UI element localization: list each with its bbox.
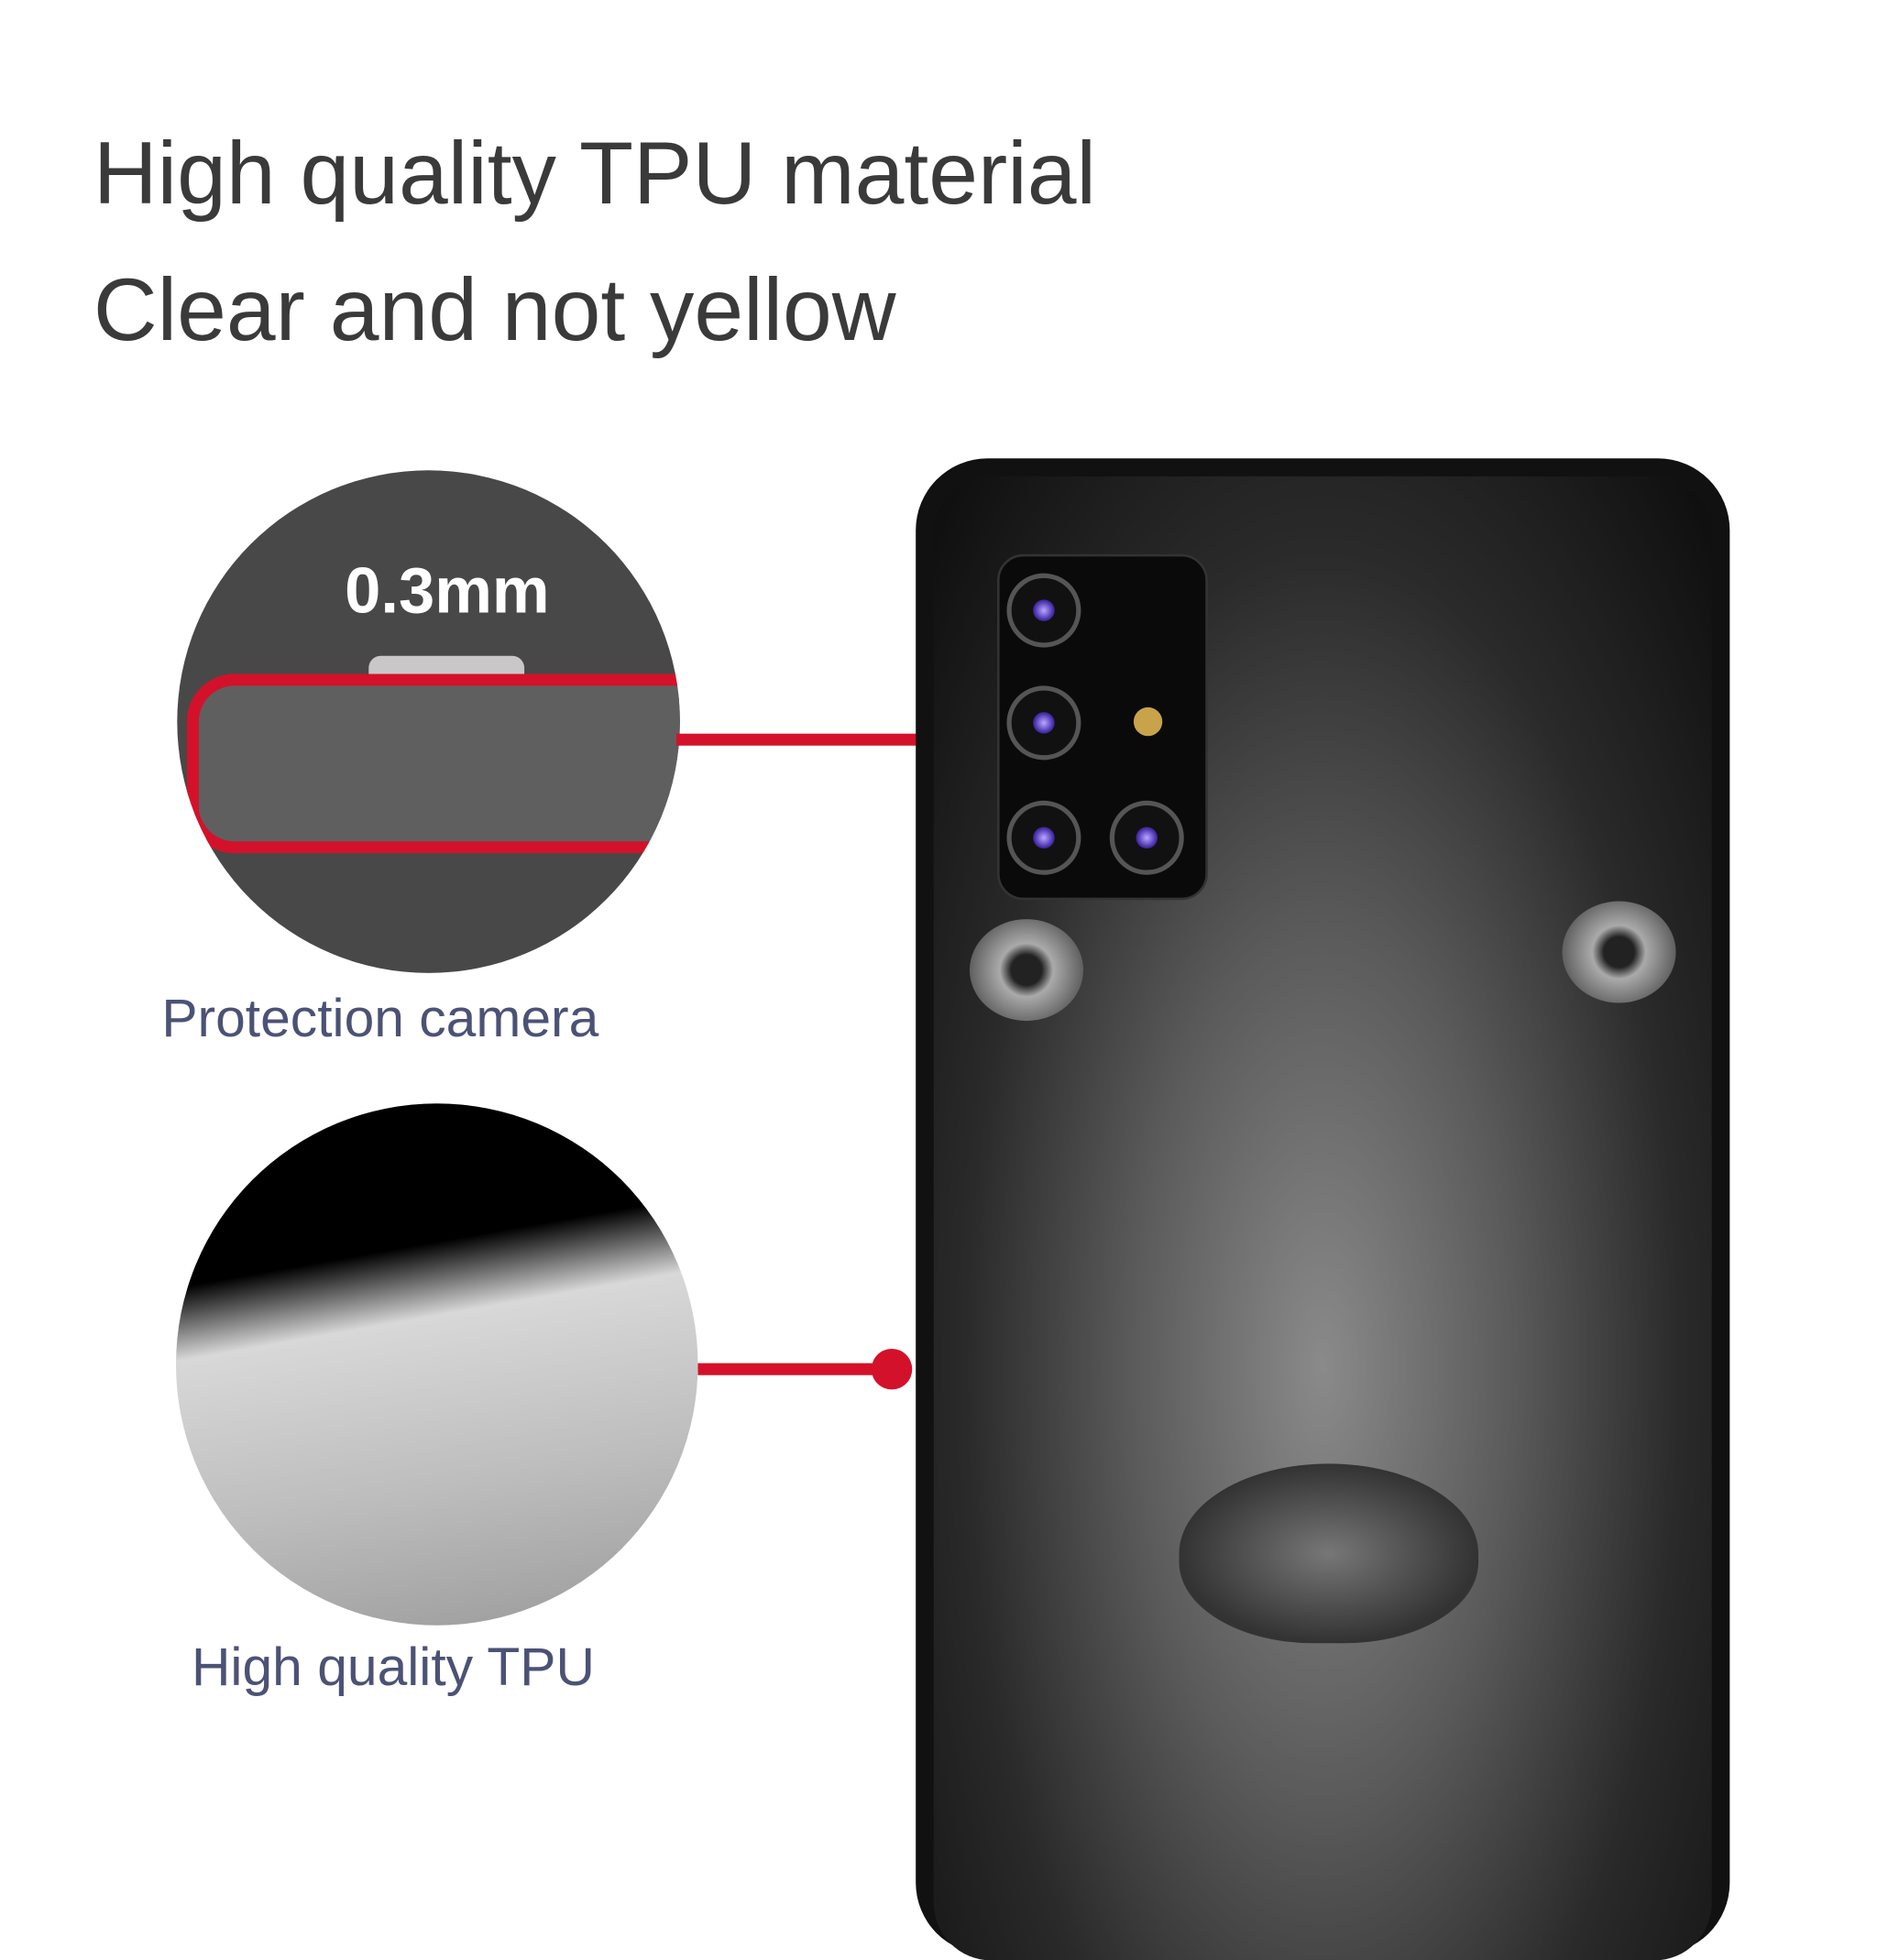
camera-module <box>996 553 1208 901</box>
camera-lens-icon <box>1006 573 1081 648</box>
product-infographic: High quality TPU material Clear and not … <box>93 123 1730 1960</box>
camera-lens-icon <box>1006 685 1081 761</box>
camera-lens-icon <box>1109 800 1184 875</box>
tpu-material-circle <box>175 1103 698 1626</box>
thickness-badge: 0.3mm <box>345 555 550 628</box>
flash-icon <box>1133 706 1163 737</box>
headline-line-1: High quality TPU material <box>93 123 1096 223</box>
callout-line-1 <box>675 733 994 746</box>
camera-protection-circle: 0.3mm <box>177 470 680 973</box>
callout-dot-2 <box>871 1348 913 1390</box>
tiger-eye-right <box>1562 901 1676 1003</box>
camera-lens-icon <box>1006 800 1081 875</box>
high-quality-tpu-label: High quality TPU <box>191 1636 595 1698</box>
phone-case <box>916 458 1730 1960</box>
tiger-nose <box>1179 1463 1479 1644</box>
headline-line-2: Clear and not yellow <box>93 259 896 359</box>
tiger-eye-left <box>969 919 1084 1022</box>
callout-line-2 <box>697 1363 893 1375</box>
protection-camera-label: Protection camera <box>161 987 599 1049</box>
case-edge-shape <box>186 673 680 854</box>
